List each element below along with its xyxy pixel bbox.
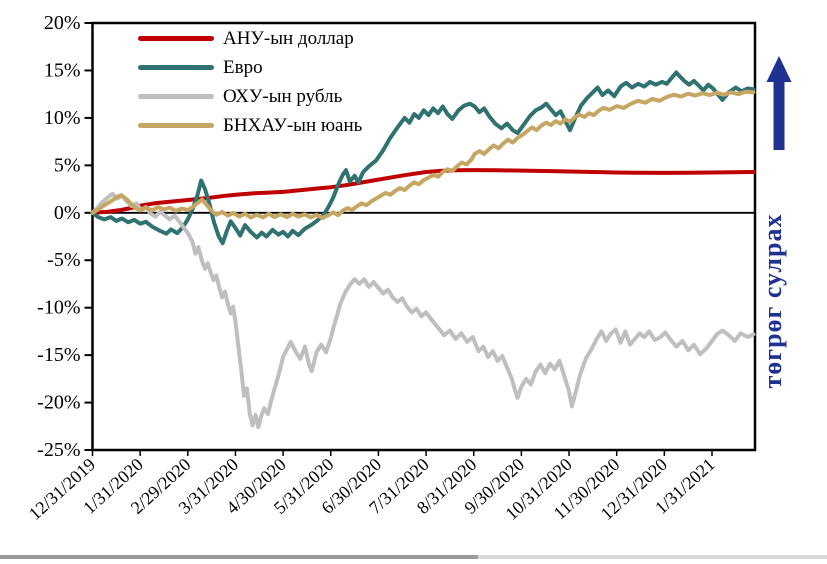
y-tick-label: 0% <box>54 202 81 224</box>
horizontal-scrollbar-thumb[interactable] <box>0 555 478 559</box>
y-tick-label: -5% <box>47 249 80 271</box>
horizontal-scrollbar-track[interactable] <box>0 555 827 559</box>
legend-label-eur: Евро <box>223 56 263 78</box>
y-tick-label: -10% <box>37 297 80 319</box>
series-line-rub <box>90 191 756 430</box>
legend-label-cny: БНХАУ-ын юань <box>223 114 363 136</box>
plot-border <box>91 21 757 452</box>
legend-item-eur: Евро <box>138 53 362 82</box>
legend-label-rub: ОХУ-ын рубль <box>223 85 343 107</box>
y-tick-label: -15% <box>37 344 80 366</box>
up-arrow-icon <box>766 56 792 150</box>
series-line-eur <box>90 70 756 246</box>
legend-label-usd: АНУ-ын доллар <box>223 27 354 49</box>
series-line-cny <box>90 89 756 220</box>
legend-swatch-eur <box>138 65 214 70</box>
chart-legend: АНУ-ын доллар Евро ОХУ-ын рубль БНХАУ-ын юа… <box>138 24 362 140</box>
y-tick-label: 20% <box>44 12 81 34</box>
legend-swatch-cny <box>138 123 214 128</box>
legend-swatch-usd <box>138 36 214 41</box>
legend-item-rub: ОХУ-ын рубль <box>138 82 362 111</box>
y-tick-label: -20% <box>37 392 80 414</box>
y-tick-label: 15% <box>44 59 81 81</box>
legend-swatch-rub <box>138 94 214 99</box>
y-tick-label: -25% <box>37 439 80 461</box>
y-tick-label: 10% <box>44 107 81 129</box>
y-tick-label: 5% <box>54 154 81 176</box>
annotation-label: төгрөг сулрах <box>758 213 787 389</box>
legend-item-cny: БНХАУ-ын юань <box>138 111 362 140</box>
legend-item-usd: АНУ-ын доллар <box>138 24 362 53</box>
